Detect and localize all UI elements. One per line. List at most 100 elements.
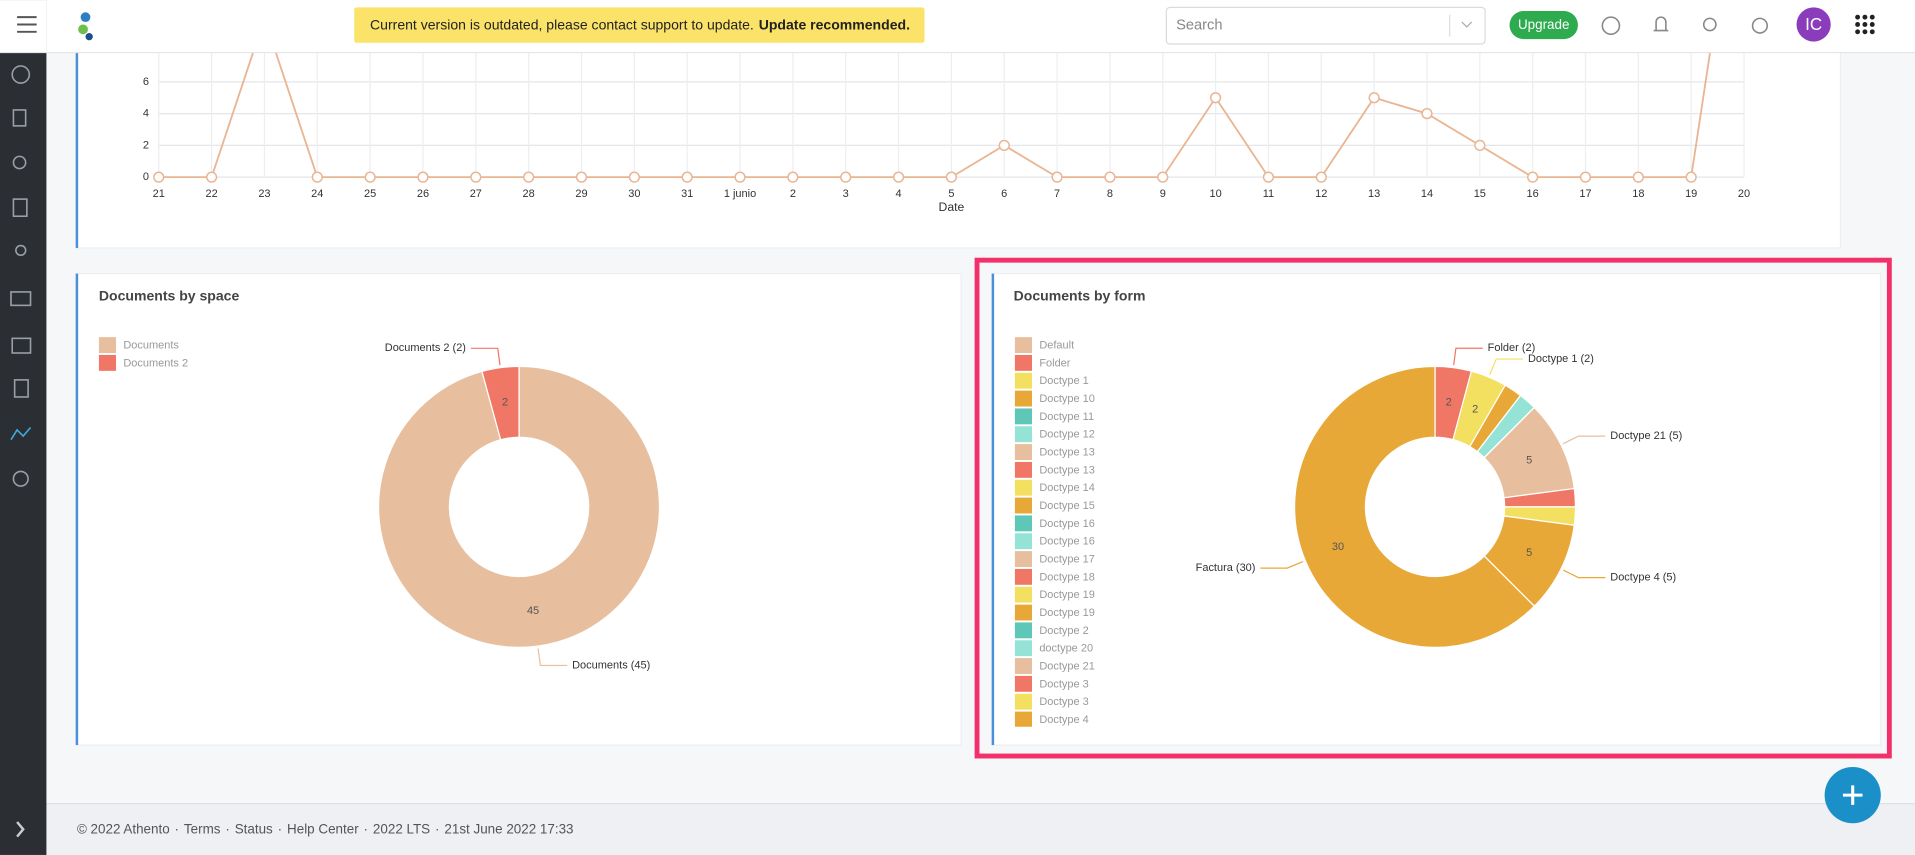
nav-documents[interactable] bbox=[12, 109, 27, 127]
x-tick-label: 27 bbox=[470, 188, 482, 200]
x-tick-label: 19 bbox=[1685, 188, 1697, 200]
legend-swatch bbox=[1014, 533, 1032, 550]
apps-button[interactable] bbox=[1855, 14, 1875, 35]
team-icon[interactable] bbox=[1702, 17, 1717, 32]
avatar-initials: IC bbox=[1805, 15, 1822, 34]
point bbox=[311, 171, 323, 183]
banner-emphasis[interactable]: Update recommended. bbox=[759, 16, 910, 32]
legend: Documents Documents 2 bbox=[98, 337, 188, 371]
legend-swatch bbox=[1014, 568, 1032, 585]
slice-label: 5 bbox=[1526, 547, 1532, 559]
legend-label: Doctype 13 bbox=[1039, 464, 1095, 476]
card-title: Documents by space bbox=[99, 288, 240, 304]
x-tick-label: 20 bbox=[1738, 188, 1750, 200]
slice-label: 45 bbox=[527, 605, 539, 617]
nav-stats[interactable] bbox=[10, 426, 32, 441]
legend-swatch bbox=[1014, 461, 1032, 478]
legend-label: Doctype 2 bbox=[1039, 625, 1088, 637]
footer-separator: · bbox=[435, 821, 439, 836]
x-tick-label: 30 bbox=[628, 188, 640, 200]
banner-text: Current version is outdated, please cont… bbox=[370, 16, 910, 32]
slice-label: 30 bbox=[1332, 541, 1344, 553]
banner bbox=[354, 7, 925, 43]
x-tick-label: 12 bbox=[1315, 188, 1327, 200]
nav-structure[interactable] bbox=[11, 337, 32, 354]
x-tick-label: 9 bbox=[1160, 188, 1166, 200]
nav-reports[interactable] bbox=[13, 379, 29, 398]
footer-separator: · bbox=[175, 821, 179, 836]
nav-spaces[interactable] bbox=[10, 291, 32, 307]
x-tick-label: 31 bbox=[681, 188, 693, 200]
notifications-icon[interactable] bbox=[1653, 16, 1669, 32]
x-tick-label: 18 bbox=[1632, 188, 1644, 200]
point bbox=[1262, 171, 1275, 183]
settings-icon[interactable] bbox=[1751, 17, 1769, 34]
point bbox=[1209, 92, 1222, 104]
expand-button[interactable] bbox=[16, 821, 25, 838]
footer bbox=[46, 803, 1915, 855]
avatar[interactable] bbox=[1796, 7, 1831, 42]
nav-dashboard[interactable] bbox=[11, 65, 31, 84]
footer-item: Terms bbox=[184, 821, 221, 836]
footer-item: 2022 LTS bbox=[373, 821, 430, 836]
donut-chart: 2 Folder (2) 2 Doctype 1 (2) 5 Doctype 21 (5)… bbox=[1196, 342, 1682, 648]
upgrade-label: Upgrade bbox=[1518, 17, 1569, 32]
x-tick-label: 4 bbox=[895, 188, 901, 200]
legend-label: Doctype 4 bbox=[1039, 714, 1088, 726]
legend-label: Doctype 15 bbox=[1039, 500, 1095, 512]
x-tick-label: 8 bbox=[1107, 188, 1113, 200]
callout-line bbox=[1453, 347, 1483, 366]
x-tick-label: 15 bbox=[1474, 188, 1486, 200]
legend-label: Doctype 11 bbox=[1039, 411, 1094, 423]
card-accent bbox=[991, 273, 995, 746]
callout-line bbox=[1562, 435, 1606, 445]
search-dropdown[interactable] bbox=[1461, 21, 1473, 28]
x-tick-label: 10 bbox=[1209, 188, 1221, 200]
footer-separator: · bbox=[225, 821, 229, 836]
legend-swatch bbox=[1014, 479, 1032, 496]
menu-button[interactable] bbox=[17, 16, 37, 33]
slice bbox=[1294, 365, 1536, 648]
line-axis: 21 22 23 24 25 26 27 28 29 30 31 1 junio 2 3 4 5 6 7 8 9 10 1… bbox=[153, 188, 1750, 214]
x-tick-label: 29 bbox=[575, 188, 587, 200]
sidebar-top bbox=[0, 0, 47, 53]
slice bbox=[481, 365, 520, 441]
point bbox=[1421, 108, 1433, 120]
card-accent bbox=[75, 273, 79, 746]
card-title: Documents by form bbox=[1014, 288, 1146, 304]
point bbox=[153, 171, 165, 183]
line-chart: 0 2 4 6 8 bbox=[143, 52, 1745, 183]
nav-forms[interactable] bbox=[12, 198, 28, 218]
legend-swatch bbox=[1014, 426, 1032, 443]
legend-label: Documents 2 bbox=[123, 357, 188, 369]
x-tick-label: 2 bbox=[790, 188, 796, 200]
callout-line bbox=[1260, 561, 1304, 569]
callout-line bbox=[537, 648, 568, 667]
callout-label: Doctype 21 (5) bbox=[1610, 430, 1682, 442]
nav-users[interactable] bbox=[15, 244, 27, 257]
point bbox=[628, 171, 640, 183]
search-box[interactable] bbox=[1165, 6, 1486, 45]
callout-label: Documents (45) bbox=[572, 659, 650, 671]
point bbox=[998, 139, 1010, 151]
slice bbox=[378, 365, 661, 648]
upgrade-button[interactable] bbox=[1509, 11, 1578, 40]
help-icon[interactable] bbox=[1601, 16, 1621, 36]
legend-label: Doctype 16 bbox=[1039, 518, 1095, 530]
point bbox=[364, 171, 376, 183]
highlight-box bbox=[974, 257, 1892, 759]
footer-separator: · bbox=[364, 821, 368, 836]
nav-settings[interactable] bbox=[12, 470, 29, 487]
callout-label: Doctype 1 (2) bbox=[1528, 353, 1594, 365]
point bbox=[1527, 171, 1539, 183]
legend-swatch bbox=[1014, 354, 1032, 371]
point bbox=[523, 171, 535, 183]
legend-label: Doctype 12 bbox=[1039, 429, 1095, 441]
footer-item: Status bbox=[235, 821, 273, 836]
nav-search[interactable] bbox=[12, 155, 27, 170]
point bbox=[575, 171, 588, 183]
legend-label: Doctype 16 bbox=[1039, 536, 1095, 548]
x-tick-label: 13 bbox=[1368, 188, 1380, 200]
legend-swatch bbox=[1014, 408, 1032, 425]
